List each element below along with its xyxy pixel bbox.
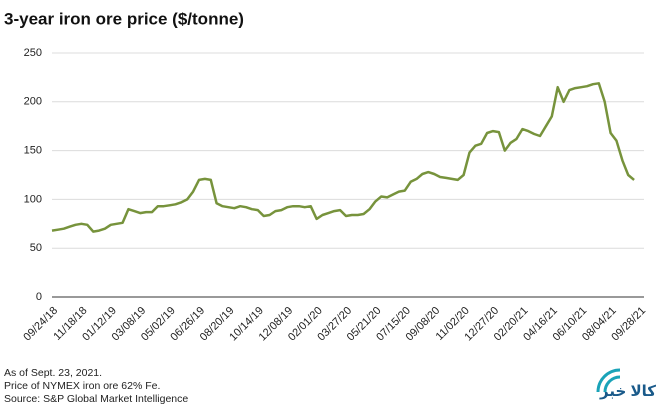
footnote: Price of NYMEX iron ore 62% Fe. bbox=[4, 380, 160, 392]
y-tick-label: 200 bbox=[24, 96, 42, 108]
y-tick-label: 250 bbox=[24, 47, 42, 59]
logo-text: کالا خبر bbox=[599, 383, 656, 400]
y-tick-label: 100 bbox=[24, 193, 42, 205]
y-tick-label: 150 bbox=[24, 145, 42, 157]
logo: کالا خبر bbox=[596, 368, 656, 400]
price-line bbox=[51, 82, 635, 233]
y-tick-label: 0 bbox=[36, 291, 42, 303]
footnote: Source: S&P Global Market Intelligence bbox=[4, 393, 188, 405]
footnote: As of Sept. 23, 2021. bbox=[4, 367, 102, 379]
y-tick-label: 50 bbox=[30, 242, 42, 254]
chart-title: 3-year iron ore price ($/tonne) bbox=[4, 9, 244, 28]
